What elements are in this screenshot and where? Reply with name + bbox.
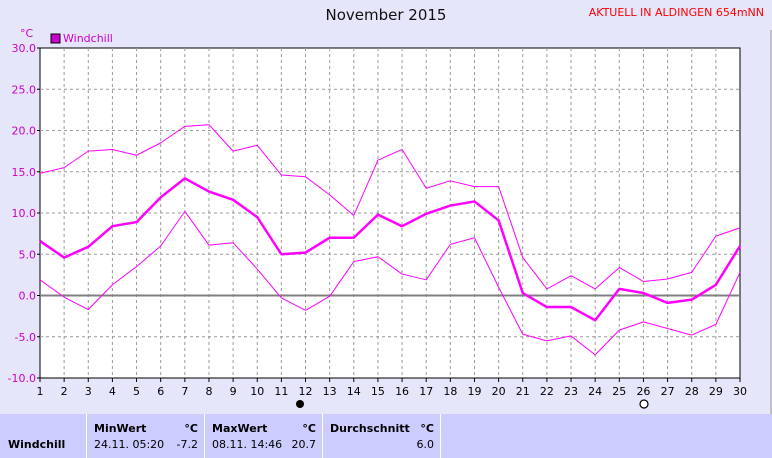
min-value: -7.2 xyxy=(176,438,198,451)
stats-row-label: Windchill xyxy=(8,438,66,451)
x-tick-label: 3 xyxy=(85,385,92,398)
stats-max-cell: MaxWert °C 08.11. 14:46 20.7 xyxy=(212,414,320,458)
avg-header: Durchschnitt xyxy=(330,422,410,435)
new-moon-icon xyxy=(296,400,304,408)
x-tick-label: 5 xyxy=(133,385,140,398)
y-tick-label: 15.0 xyxy=(12,166,37,179)
x-tick-label: 24 xyxy=(588,385,602,398)
max-when: 08.11. 14:46 xyxy=(212,438,283,451)
stats-row-label-cell: Windchill xyxy=(8,414,84,458)
y-tick-label: 0.0 xyxy=(19,290,37,303)
x-tick-label: 17 xyxy=(419,385,433,398)
x-tick-label: 14 xyxy=(347,385,361,398)
x-tick-label: 28 xyxy=(685,385,699,398)
stats-divider xyxy=(322,414,323,458)
y-tick-labels: 30.0 25.0 20.0 15.0 10.0 5.0 0.0 -5.0 -10.0 xyxy=(8,42,40,385)
avg-value: 6.0 xyxy=(416,438,435,451)
x-tick-label: 23 xyxy=(564,385,578,398)
x-tick-labels: 1 2 3 4 5 6 7 8 9 10 11 12 13 14 15 16 17 18 19 20 21 22 23 24 2… xyxy=(37,378,747,398)
y-tick-label: 30.0 xyxy=(12,42,37,55)
stats-divider xyxy=(86,414,87,458)
x-tick-label: 20 xyxy=(492,385,506,398)
x-tick-label: 19 xyxy=(467,385,481,398)
stats-min-cell: MinWert °C 24.11. 05:20 -7.2 xyxy=(94,414,202,458)
min-unit: °C xyxy=(184,422,198,435)
x-tick-label: 22 xyxy=(540,385,554,398)
x-tick-label: 4 xyxy=(109,385,116,398)
series-lines xyxy=(39,124,742,356)
full-moon-icon xyxy=(639,399,649,409)
series-line-max xyxy=(39,124,741,290)
min-header: MinWert xyxy=(94,422,147,435)
grid xyxy=(40,48,740,378)
x-tick-label: 16 xyxy=(395,385,409,398)
y-tick-label: 10.0 xyxy=(12,207,37,220)
x-tick-label: 11 xyxy=(274,385,288,398)
station-label: AKTUELL IN ALDINGEN 654mNN xyxy=(588,6,764,19)
max-value: 20.7 xyxy=(291,438,317,451)
avg-unit: °C xyxy=(420,422,434,435)
x-tick-label: 6 xyxy=(157,385,164,398)
x-tick-label: 18 xyxy=(443,385,457,398)
max-unit: °C xyxy=(302,422,316,435)
legend-label: Windchill xyxy=(63,32,113,45)
y-tick-label: 20.0 xyxy=(12,125,37,138)
y-tick-label: -10.0 xyxy=(8,372,36,385)
x-tick-label: 8 xyxy=(205,385,212,398)
x-tick-label: 12 xyxy=(299,385,313,398)
stats-bar: Windchill MinWert °C 24.11. 05:20 -7.2 M… xyxy=(0,414,772,458)
stats-avg-cell: Durchschnitt °C 6.0 xyxy=(330,414,436,458)
x-tick-label: 9 xyxy=(230,385,237,398)
series-line-min xyxy=(39,210,741,356)
x-tick-label: 21 xyxy=(516,385,530,398)
legend-swatch xyxy=(50,33,61,44)
y-unit-label: °C xyxy=(20,27,34,40)
x-tick-label: 25 xyxy=(612,385,626,398)
x-tick-label: 15 xyxy=(371,385,385,398)
x-tick-label: 1 xyxy=(37,385,44,398)
x-tick-label: 7 xyxy=(181,385,188,398)
x-tick-label: 13 xyxy=(323,385,337,398)
min-when: 24.11. 05:20 xyxy=(94,438,165,451)
max-header: MaxWert xyxy=(212,422,268,435)
y-tick-label: -5.0 xyxy=(15,331,36,344)
stats-divider xyxy=(204,414,205,458)
x-tick-label: 26 xyxy=(636,385,650,398)
legend: Windchill xyxy=(50,32,113,45)
x-tick-label: 30 xyxy=(733,385,747,398)
windchill-chart: °C 30.0 25.0 20.0 15.0 10.0 5.0 0.0 -5.0 -10.0 1… xyxy=(8,27,772,414)
y-tick-label: 25.0 xyxy=(12,83,37,96)
y-tick-label: 5.0 xyxy=(19,248,37,261)
stats-divider xyxy=(440,414,441,458)
x-tick-label: 10 xyxy=(250,385,264,398)
x-tick-label: 2 xyxy=(61,385,68,398)
x-tick-label: 27 xyxy=(661,385,675,398)
chart-title: November 2015 xyxy=(325,6,447,24)
x-tick-label: 29 xyxy=(709,385,723,398)
series-line-mean xyxy=(39,177,742,322)
